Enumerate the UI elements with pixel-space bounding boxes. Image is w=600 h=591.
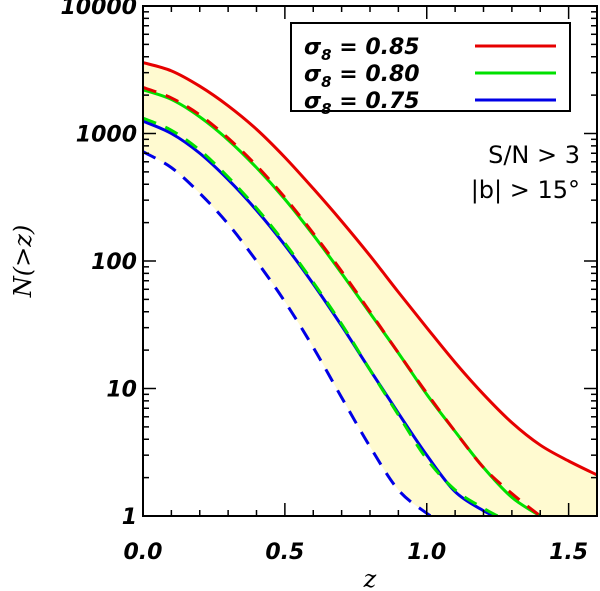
legend-subscript: 8 <box>321 46 331 64</box>
series-line-sigma8-0-75-dashed <box>143 150 434 516</box>
y-tick-label: 10000 <box>60 0 137 20</box>
x-tick-label: 0.0 <box>124 540 163 565</box>
annotations: S/N > 3 |b| > 15° <box>471 141 580 204</box>
y-axis-title: N(>z) <box>9 225 37 298</box>
legend-value: = 0.75 <box>332 89 420 114</box>
legend-box <box>290 22 571 112</box>
y-tick-label: 10 <box>106 378 137 403</box>
legend-subscript: 8 <box>321 73 331 91</box>
series-line-sigma8-0-85-dashed <box>143 85 542 516</box>
series-line-sigma8-0-80-dashed <box>143 116 499 516</box>
legend-label: σ8 = 0.80 <box>304 62 420 91</box>
y-tick-label: 100 <box>91 250 137 275</box>
x-tick-label: 1.0 <box>407 540 446 565</box>
x-axis-title: z <box>363 565 377 591</box>
legend-subscript: 8 <box>321 100 331 118</box>
legend-sigma-symbol: σ <box>304 35 322 60</box>
legend-label: σ8 = 0.75 <box>304 89 420 118</box>
x-tick-label: 0.5 <box>265 540 304 565</box>
shaded-band <box>143 62 597 516</box>
series-layer <box>143 61 597 516</box>
legend-value: = 0.80 <box>332 62 420 87</box>
annotation-text: S/N > 3 <box>488 141 580 169</box>
legend-sigma-symbol: σ <box>304 89 322 114</box>
series-line-sigma8-0-85-solid <box>143 61 597 477</box>
axes-layer: 0.0 0.5 1.0 1.5 1 10 100 1000 10000 z N(>z) <box>9 0 598 591</box>
y-tick-label: 1000 <box>76 123 137 148</box>
shaded-band-layer <box>143 62 597 516</box>
x-tick-label: 1.5 <box>549 540 588 565</box>
annotation-text: |b| > 15° <box>471 176 580 204</box>
legend-value: = 0.85 <box>332 35 420 60</box>
y-tick-label: 1 <box>122 505 137 530</box>
legend-label: σ8 = 0.85 <box>304 35 420 64</box>
legend-sigma-symbol: σ <box>304 62 322 87</box>
